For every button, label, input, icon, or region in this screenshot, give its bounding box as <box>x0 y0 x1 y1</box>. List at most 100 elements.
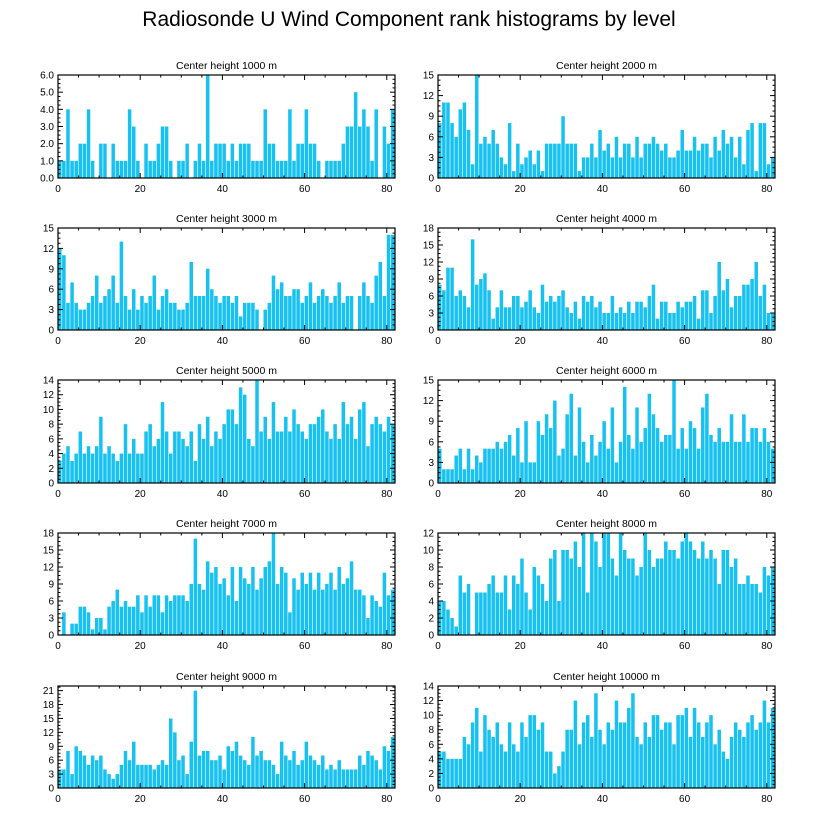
histogram-bar <box>263 416 267 483</box>
histogram-bar <box>684 448 689 483</box>
histogram-bar <box>450 123 454 178</box>
histogram-bar <box>292 289 296 330</box>
histogram-bar <box>321 289 325 330</box>
histogram-bar <box>639 567 643 635</box>
histogram-bar <box>247 302 251 330</box>
histogram-bar <box>341 584 346 635</box>
histogram-bar <box>275 584 280 635</box>
histogram-bar <box>296 424 300 483</box>
histogram-bar <box>565 414 569 483</box>
histogram-bar <box>329 764 333 788</box>
histogram-bar <box>230 567 235 635</box>
histogram-bar <box>210 760 214 788</box>
histogram-bar <box>370 595 374 635</box>
histogram-bar <box>378 769 383 788</box>
histogram-bar <box>333 769 337 788</box>
histogram-bar <box>446 758 450 788</box>
histogram-bar <box>738 729 742 788</box>
histogram-bar <box>160 760 165 788</box>
histogram-bar <box>659 301 664 330</box>
histogram-bar <box>511 455 516 483</box>
histogram-bar <box>238 567 243 635</box>
histogram-bar <box>123 750 128 788</box>
histogram-bar <box>766 313 771 330</box>
histogram-bar <box>316 296 321 330</box>
x-tick-label: 60 <box>299 489 311 500</box>
histogram-bar <box>536 729 541 788</box>
histogram-bar <box>62 255 66 330</box>
histogram-bar <box>366 750 370 788</box>
histogram-bar <box>696 722 701 788</box>
histogram-bar <box>553 773 557 788</box>
histogram-bar <box>446 102 450 178</box>
histogram-bar <box>247 143 251 178</box>
histogram-bar <box>140 296 144 330</box>
histogram-bar <box>308 572 313 635</box>
histogram-bar <box>358 589 362 635</box>
histogram-panel: Center height 2000 m 0 20 40 60 80 0 3 6 9 12 15 <box>423 60 776 195</box>
histogram-bar <box>655 558 660 635</box>
histogram-bar <box>524 737 528 788</box>
histogram-bar <box>255 160 259 178</box>
histogram-bar <box>66 302 70 330</box>
histogram-bar <box>565 550 569 635</box>
histogram-bar <box>688 737 693 788</box>
histogram-bar <box>491 737 495 788</box>
histogram-bar <box>168 453 173 483</box>
histogram-bar <box>156 438 161 483</box>
histogram-panel: Center height 3000 m 0 20 40 60 80 0 3 6 9 12 15 <box>43 213 396 347</box>
histogram-bar <box>725 143 730 178</box>
histogram-bar <box>495 592 500 635</box>
histogram-bar <box>247 438 251 483</box>
histogram-bar <box>370 424 374 483</box>
histogram-bar <box>66 109 70 178</box>
histogram-bar <box>242 760 247 788</box>
histogram-bar <box>177 595 181 635</box>
histogram-bar <box>160 612 165 635</box>
histogram-bar <box>754 729 758 788</box>
histogram-bar <box>390 234 395 330</box>
histogram-bar <box>234 601 239 635</box>
histogram-bar <box>58 769 62 788</box>
histogram-bar <box>474 75 479 178</box>
histogram-bar <box>643 143 647 178</box>
histogram-bar <box>672 550 676 635</box>
histogram-bar <box>90 296 95 330</box>
histogram-bar <box>177 309 181 330</box>
histogram-bar <box>581 533 586 635</box>
panel-title: Center height 10000 m <box>553 671 660 683</box>
histogram-bar <box>111 601 115 635</box>
histogram-bar <box>470 239 475 330</box>
histogram-bar <box>90 160 95 178</box>
histogram-bar <box>189 431 194 483</box>
histogram-bar <box>692 707 697 788</box>
panel-title: Center height 5000 m <box>176 365 277 377</box>
y-tick-label: 15 <box>423 376 435 387</box>
histogram-bar <box>271 533 276 635</box>
y-tick-label: 3 <box>48 770 54 781</box>
histogram-bar <box>750 715 754 788</box>
histogram-bar <box>602 533 606 635</box>
histogram-bar <box>308 143 313 178</box>
histogram-bar <box>386 416 391 483</box>
histogram-bar <box>115 302 120 330</box>
histogram-bar <box>684 150 689 178</box>
histogram-bar <box>499 448 504 483</box>
histogram-bar <box>181 595 185 635</box>
histogram-bar <box>733 157 738 178</box>
histogram-bar <box>222 578 226 635</box>
histogram-bar <box>573 143 578 178</box>
histogram-bar <box>312 424 317 483</box>
histogram-bar <box>296 589 300 635</box>
panel-title: Center height 3000 m <box>176 213 277 225</box>
histogram-bar <box>226 595 231 635</box>
y-tick-label: 10 <box>43 405 55 416</box>
histogram-bar <box>136 595 140 635</box>
histogram-bar <box>758 296 763 330</box>
y-tick-label: 9 <box>48 264 54 275</box>
histogram-bar <box>136 764 140 788</box>
histogram-bar <box>507 609 512 635</box>
histogram-bar <box>349 296 354 330</box>
histogram-bar <box>585 301 590 330</box>
histogram-bar <box>300 760 304 788</box>
